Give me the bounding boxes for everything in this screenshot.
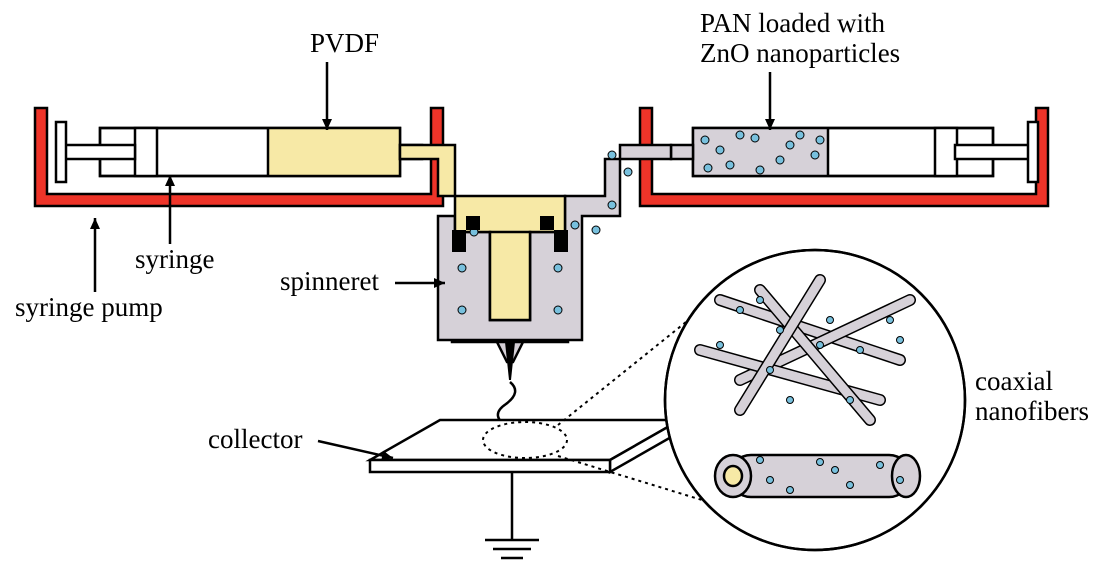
zno-particle: [776, 156, 784, 164]
spinneret-clamp: [466, 216, 480, 230]
zno-particle: [796, 131, 804, 139]
zno-particle: [767, 367, 774, 374]
label-syringe: syringe: [135, 244, 215, 274]
zno-particle: [756, 166, 764, 174]
zno-particle: [736, 131, 744, 139]
zno-particle: [608, 151, 616, 159]
zno-particle: [554, 264, 562, 272]
left-end-cap: [56, 122, 66, 182]
spinneret-clamp: [452, 230, 466, 252]
diagram-canvas: PVDF PAN loaded withZnO nanoparticles syri…: [0, 0, 1098, 578]
zno-particle: [592, 226, 600, 234]
label-coaxial-line2: nanofibers: [975, 396, 1089, 426]
zno-particle: [571, 221, 579, 229]
zno-particle: [857, 347, 864, 354]
zno-particle: [787, 487, 794, 494]
left-plunger-rod: [60, 145, 135, 159]
zno-particle: [717, 342, 724, 349]
zno-particle: [847, 397, 854, 404]
label-coaxial-line1: coaxial: [975, 366, 1053, 396]
zno-particle: [757, 457, 764, 464]
zno-particle: [554, 306, 562, 314]
spinneret-core: [490, 232, 530, 320]
zno-particle: [827, 317, 834, 324]
label-syringe-pump: syringe pump: [15, 292, 163, 322]
right-end-cap: [1028, 122, 1038, 182]
right-plunger-head: [935, 128, 957, 176]
label-pvdf: PVDF: [310, 28, 379, 58]
right-plunger-rod: [955, 145, 1030, 159]
zno-particle: [458, 264, 466, 272]
label-pan-line1: PAN loaded with: [700, 8, 886, 38]
zno-particle: [777, 327, 784, 334]
zno-particle: [726, 161, 734, 169]
zno-particle: [716, 146, 724, 154]
label-collector: collector: [208, 424, 302, 454]
zno-particle: [751, 134, 759, 142]
pvdf-fluid: [268, 128, 400, 176]
zno-particle: [786, 141, 794, 149]
label-spinneret: spinneret: [280, 266, 379, 296]
zno-particle: [877, 462, 884, 469]
zno-particle: [737, 307, 744, 314]
zno-particle: [704, 164, 712, 172]
zno-particle: [897, 477, 904, 484]
left-plunger-head: [135, 128, 157, 176]
zno-particle: [816, 136, 824, 144]
zno-particle: [458, 306, 466, 314]
zno-particle: [701, 136, 709, 144]
zno-particle: [847, 482, 854, 489]
zno-particle: [817, 342, 824, 349]
label-pan-line2: ZnO nanoparticles: [700, 38, 900, 68]
right-nozzle: [671, 145, 693, 159]
zno-particle: [897, 337, 904, 344]
zno-particle: [608, 201, 616, 209]
zno-particle: [832, 467, 839, 474]
spinneret-clamp: [540, 216, 554, 230]
coaxial-fiber-core: [724, 466, 742, 486]
spinneret-clamp: [554, 230, 568, 252]
zno-particle: [624, 168, 632, 176]
zno-particle: [817, 459, 824, 466]
zno-particle: [767, 477, 774, 484]
zno-particle: [811, 151, 819, 159]
zno-particle: [757, 297, 764, 304]
zno-particle: [787, 397, 794, 404]
zno-particle: [887, 317, 894, 324]
